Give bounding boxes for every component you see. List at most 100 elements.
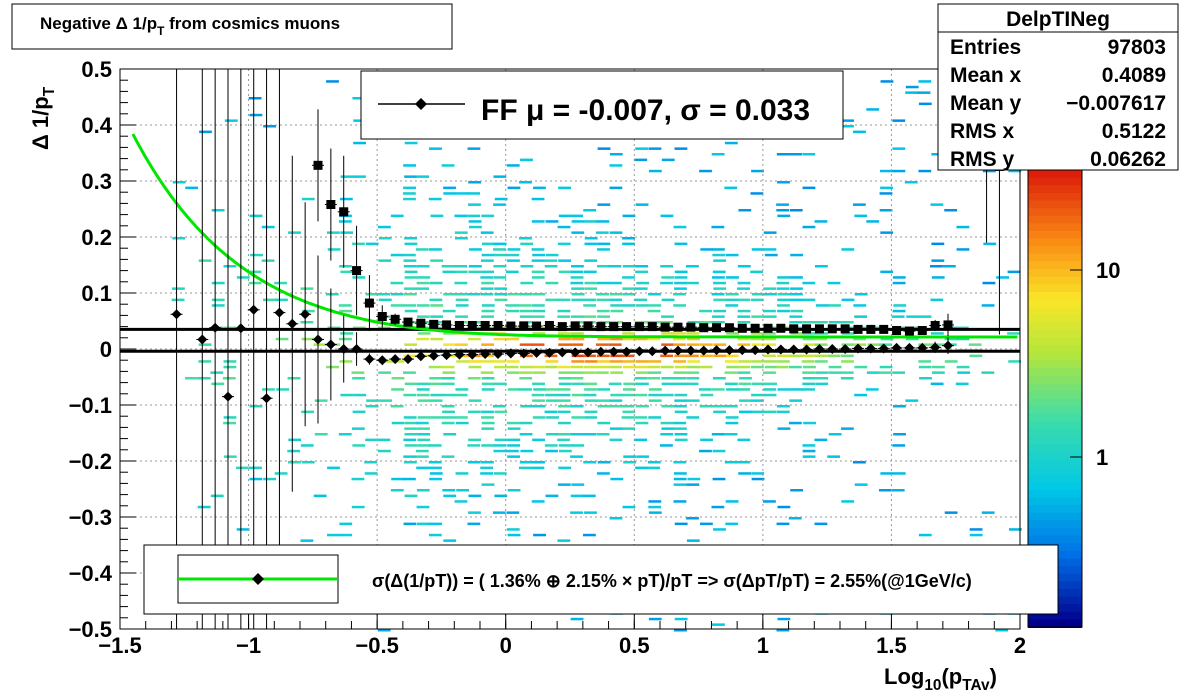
heatmap-cell bbox=[597, 265, 610, 268]
heatmap-cell bbox=[751, 293, 765, 296]
heatmap-cell bbox=[647, 466, 661, 470]
heatmap-cell bbox=[327, 533, 340, 537]
heatmap-cell bbox=[493, 444, 507, 447]
heatmap-cell bbox=[557, 438, 570, 442]
heatmap-cell bbox=[635, 360, 649, 363]
heatmap-cell bbox=[339, 197, 353, 201]
heatmap-cell bbox=[764, 360, 777, 363]
heatmap-cell bbox=[699, 309, 712, 313]
heatmap-cell bbox=[467, 214, 481, 218]
heatmap-cell bbox=[506, 337, 520, 341]
heatmap-cell bbox=[171, 298, 185, 302]
heatmap-cell bbox=[571, 416, 585, 419]
heatmap-cell bbox=[841, 332, 855, 335]
y-tick-label: 0.5 bbox=[81, 57, 112, 82]
heatmap-cell bbox=[571, 337, 585, 341]
heatmap-cell bbox=[558, 337, 572, 341]
diamond-point bbox=[287, 318, 298, 329]
heatmap-cell bbox=[531, 365, 545, 369]
stats-label: Entries bbox=[950, 36, 1021, 59]
heatmap-cell bbox=[969, 528, 983, 531]
heatmap-cell bbox=[622, 214, 636, 218]
heatmap-cell bbox=[391, 360, 405, 363]
heatmap-cell bbox=[249, 466, 262, 470]
heatmap-cell bbox=[789, 315, 803, 318]
heatmap-cell bbox=[674, 438, 688, 442]
heatmap-cell bbox=[519, 315, 533, 318]
heatmap-cell bbox=[558, 382, 572, 386]
heatmap-cell bbox=[673, 461, 687, 464]
heatmap-cell bbox=[377, 293, 390, 296]
heatmap-cell bbox=[416, 466, 429, 470]
heatmap-cell bbox=[699, 449, 712, 453]
heatmap-cell bbox=[571, 382, 585, 386]
diamond-point bbox=[518, 348, 529, 359]
heatmap-cell bbox=[635, 270, 648, 274]
heatmap-cell bbox=[763, 343, 776, 346]
heatmap-cell bbox=[584, 399, 598, 402]
heatmap-cell bbox=[403, 293, 417, 296]
heatmap-cell bbox=[493, 449, 507, 453]
heatmap-cell bbox=[481, 427, 495, 430]
heatmap-cell bbox=[930, 265, 943, 268]
heatmap-cell bbox=[505, 449, 519, 453]
heatmap-cell bbox=[609, 427, 623, 430]
colorbar-segment bbox=[1028, 497, 1082, 507]
heatmap-cell bbox=[1008, 360, 1022, 363]
heatmap-cell bbox=[468, 265, 482, 268]
heatmap-cell bbox=[353, 393, 367, 397]
heatmap-cell bbox=[802, 186, 816, 190]
heatmap-cell bbox=[622, 427, 636, 430]
heatmap-cell bbox=[454, 393, 468, 397]
heatmap-cell bbox=[416, 393, 430, 397]
heatmap-cell bbox=[790, 253, 804, 257]
heatmap-cell bbox=[249, 405, 263, 408]
heatmap-cell bbox=[737, 265, 751, 268]
heatmap-cell bbox=[494, 293, 508, 296]
heatmap-cell bbox=[403, 455, 417, 458]
heatmap-cell bbox=[480, 259, 494, 262]
heatmap-cell bbox=[634, 298, 648, 302]
colorbar-segment bbox=[1028, 200, 1082, 210]
heatmap-cell bbox=[314, 399, 328, 402]
heatmap-cell bbox=[841, 125, 854, 128]
heatmap-cell bbox=[584, 410, 598, 414]
heatmap-cell bbox=[635, 421, 649, 425]
heatmap-cell bbox=[390, 304, 404, 307]
heatmap-cell bbox=[610, 337, 624, 341]
heatmap-cell bbox=[493, 382, 507, 386]
heatmap-cell bbox=[944, 209, 958, 212]
heatmap-cell bbox=[737, 298, 751, 302]
x-tick-label: 2 bbox=[1014, 633, 1026, 658]
heatmap-cell bbox=[698, 388, 712, 391]
square-point bbox=[892, 326, 902, 336]
heatmap-cell bbox=[544, 410, 558, 414]
heatmap-cell bbox=[931, 371, 945, 374]
colorbar-segment bbox=[1028, 505, 1082, 514]
heatmap-cell bbox=[441, 382, 455, 386]
heatmap-cell bbox=[402, 477, 416, 481]
diamond-point bbox=[685, 345, 696, 356]
heatmap-cell bbox=[635, 147, 649, 150]
heatmap-cell bbox=[531, 466, 545, 470]
heatmap-cell bbox=[597, 421, 611, 425]
heatmap-cell bbox=[700, 248, 714, 251]
heatmap-cell bbox=[892, 405, 906, 408]
heatmap-cell bbox=[853, 130, 866, 134]
heatmap-cell bbox=[737, 343, 751, 346]
heatmap-cell bbox=[404, 309, 418, 313]
heatmap-cell bbox=[584, 220, 597, 223]
heatmap-cell bbox=[634, 158, 648, 162]
heatmap-cell bbox=[261, 259, 275, 262]
heatmap-cell bbox=[519, 371, 533, 374]
heatmap-cell bbox=[686, 483, 700, 486]
square-point bbox=[789, 324, 799, 334]
heatmap-cell bbox=[777, 276, 791, 279]
diamond-point bbox=[608, 346, 619, 357]
heatmap-cell bbox=[570, 377, 584, 380]
heatmap-cell bbox=[558, 343, 572, 346]
y-axis-label: Δ 1/pT bbox=[28, 86, 58, 150]
heatmap-cell bbox=[597, 242, 611, 246]
heatmap-cell bbox=[841, 248, 855, 251]
heatmap-cell bbox=[454, 214, 468, 218]
